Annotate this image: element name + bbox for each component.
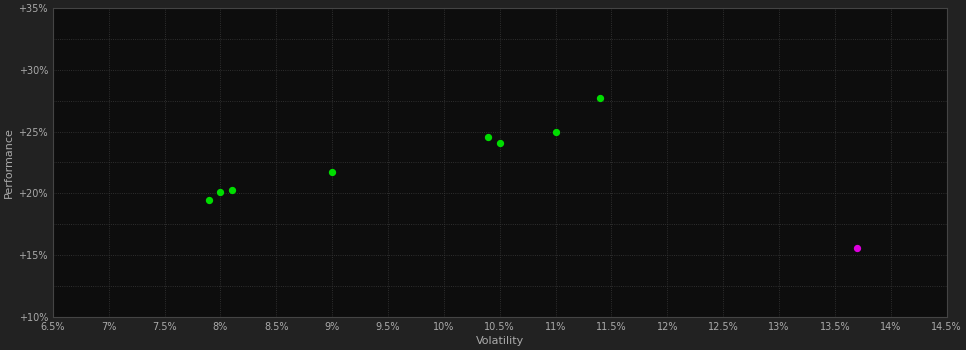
Point bbox=[202, 197, 217, 202]
Point bbox=[213, 189, 228, 195]
Point bbox=[224, 187, 240, 192]
X-axis label: Volatility: Volatility bbox=[475, 336, 524, 346]
Point bbox=[849, 245, 865, 251]
Point bbox=[492, 140, 507, 146]
Point bbox=[592, 96, 608, 101]
Point bbox=[548, 129, 563, 134]
Y-axis label: Performance: Performance bbox=[4, 127, 14, 198]
Point bbox=[325, 169, 340, 175]
Point bbox=[481, 134, 497, 139]
